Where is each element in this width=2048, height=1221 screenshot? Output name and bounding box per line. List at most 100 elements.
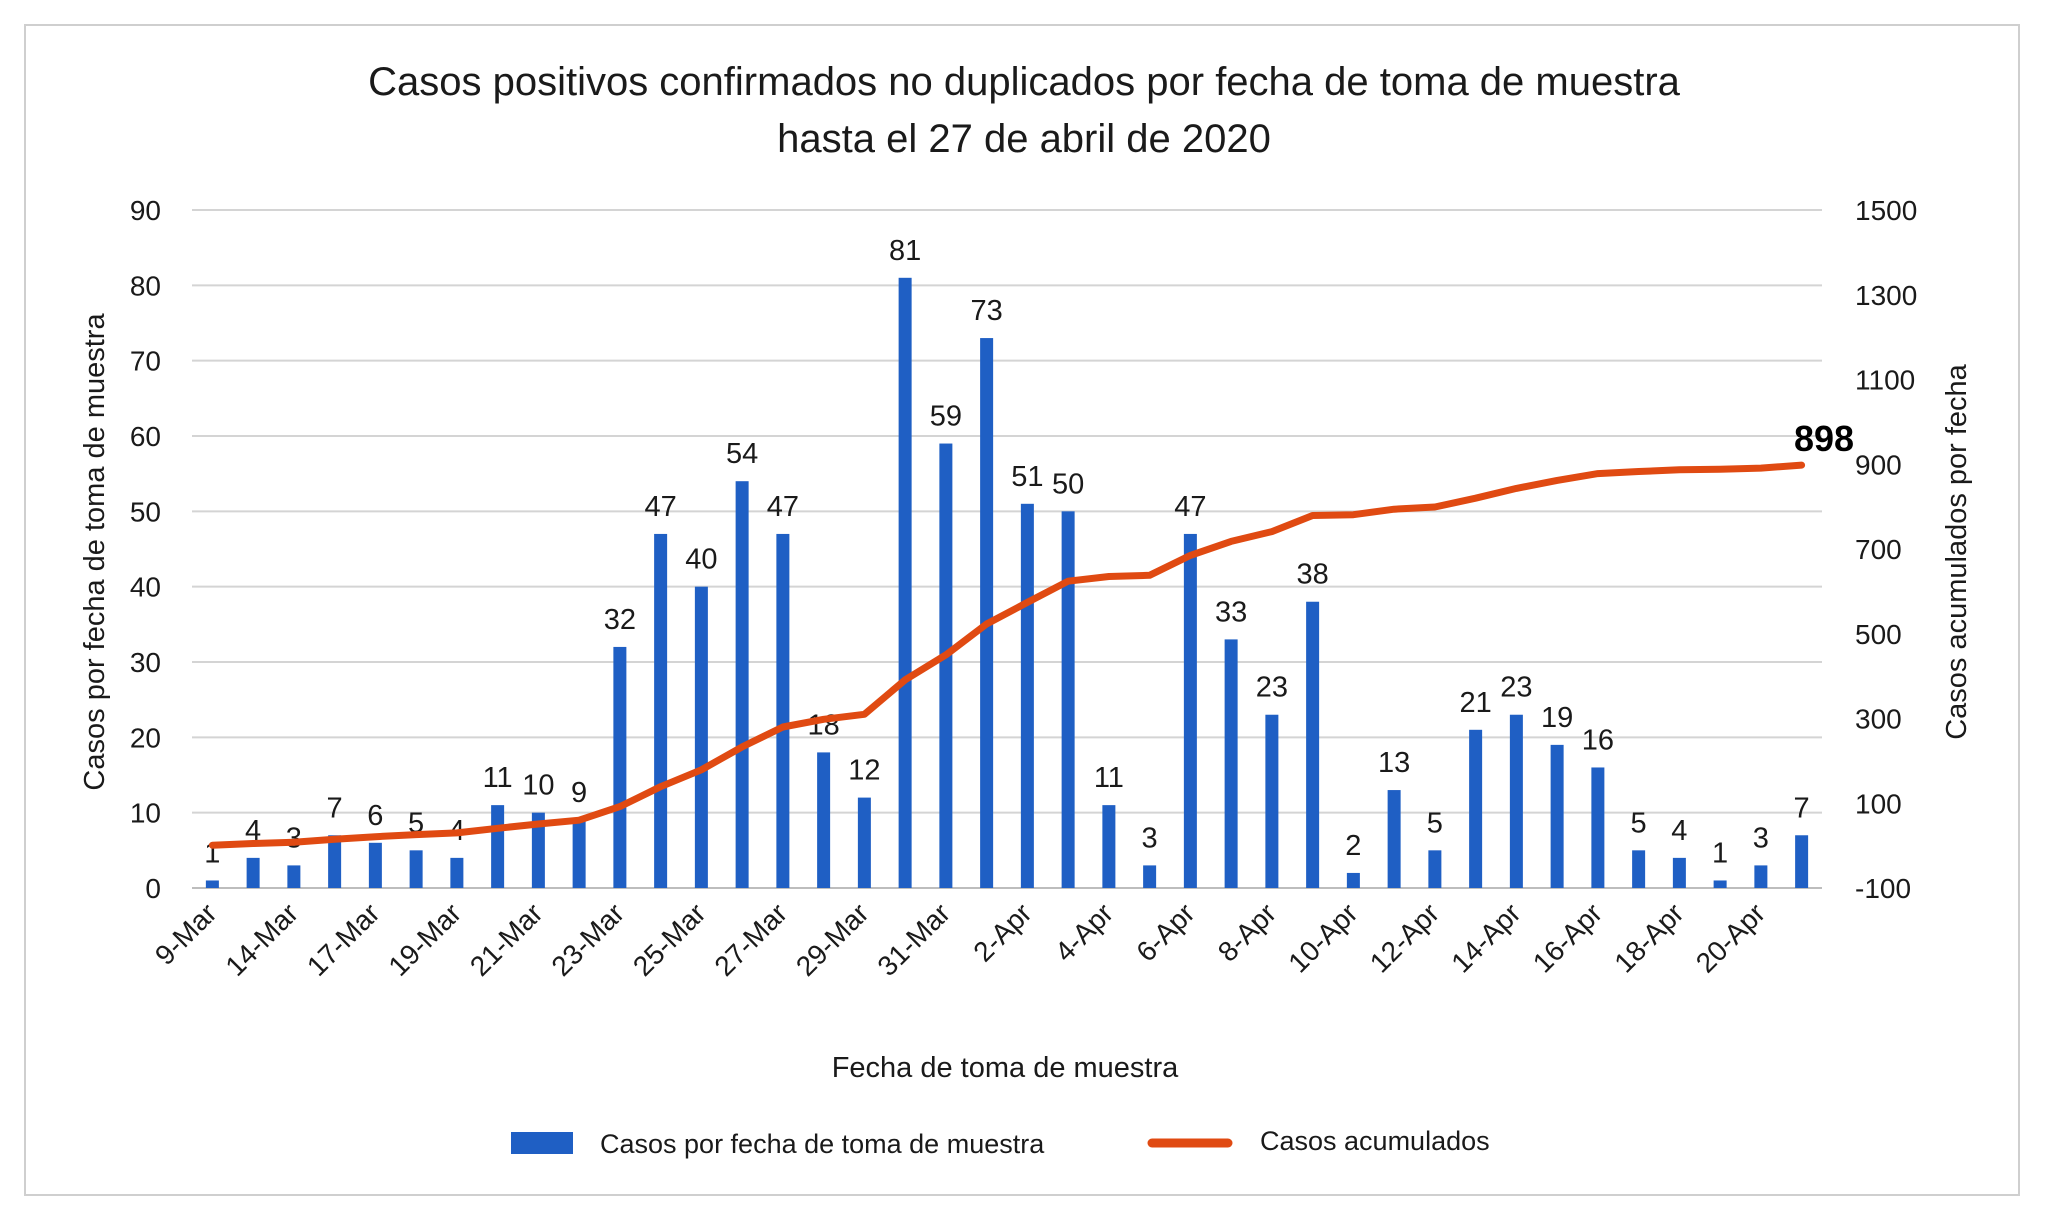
bar-data-label: 50	[1052, 468, 1084, 500]
legend-line-label: Casos acumulados	[1260, 1126, 1490, 1156]
bar	[246, 857, 260, 888]
bar-data-label: 11	[1094, 762, 1124, 794]
bar	[409, 850, 423, 888]
bar	[980, 338, 994, 889]
x-tick-label: 23-Mar	[545, 897, 630, 982]
y-right-tick-label: 1300	[1855, 280, 1917, 311]
y-axis-left-title: Casos por fecha de toma de muestra	[79, 313, 111, 791]
bar	[1672, 857, 1686, 888]
x-tick-label: 9-Mar	[149, 897, 223, 971]
bar-data-label: 16	[1582, 724, 1614, 756]
bar-data-label: 3	[1753, 822, 1769, 854]
bar-data-label: 13	[1378, 747, 1410, 779]
bar-data-label: 47	[1174, 491, 1206, 523]
bar	[613, 646, 627, 888]
bar-data-label: 11	[483, 762, 513, 794]
bar-data-label: 51	[1011, 461, 1043, 493]
bar-data-label: 4	[1671, 815, 1687, 847]
bar	[1387, 790, 1401, 888]
bar	[531, 812, 545, 888]
bar-data-label: 32	[604, 604, 636, 636]
y-left-tick-label: 20	[130, 722, 161, 753]
y-left-tick-label: 10	[130, 798, 161, 829]
x-tick-label: 10-Apr	[1282, 897, 1363, 978]
bar	[1061, 511, 1075, 888]
y-left-tick-label: 70	[130, 346, 161, 377]
bar	[1346, 872, 1360, 888]
bar	[450, 857, 464, 888]
y-right-tick-label: 500	[1855, 619, 1902, 650]
x-tick-label: 31-Mar	[871, 897, 956, 982]
bar	[1469, 729, 1483, 888]
bar	[328, 835, 342, 888]
y-left-tick-label: 80	[130, 270, 161, 301]
y-right-tick-label: 100	[1855, 788, 1902, 819]
legend-bar-label: Casos por fecha de toma de muestra	[600, 1129, 1045, 1159]
bar-data-label: 23	[1256, 672, 1288, 704]
bar	[1265, 714, 1279, 888]
x-tick-label: 8-Apr	[1212, 897, 1282, 967]
x-tick-label: 18-Apr	[1608, 897, 1689, 978]
cumulative-line	[208, 461, 1806, 849]
bar	[654, 533, 668, 888]
y-right-tick-label: 1500	[1855, 195, 1917, 226]
bar	[735, 481, 749, 888]
y-right-tick-label: 1100	[1855, 365, 1915, 396]
gridlines	[192, 209, 1822, 889]
x-tick-label: 12-Apr	[1364, 897, 1445, 978]
bar-data-label: 2	[1345, 830, 1361, 862]
bar	[1632, 850, 1646, 888]
bar	[1550, 744, 1564, 888]
final-total-label: 898	[1794, 418, 1854, 459]
left-y-axis-ticks: 0 10 20 30 40 50 60 70 80 90	[130, 195, 161, 904]
bar-data-label: 38	[1296, 559, 1328, 591]
bar-data-label: 5	[1631, 807, 1647, 839]
bar-data-label: 40	[685, 544, 717, 576]
bar	[1306, 601, 1320, 888]
bar-data-label: 10	[522, 770, 554, 802]
bar-data-label: 5	[1427, 807, 1443, 839]
y-left-tick-label: 30	[130, 647, 161, 678]
x-tick-label: 14-Mar	[219, 897, 304, 982]
bar-series	[205, 277, 1809, 889]
bar	[817, 752, 831, 888]
bar	[1713, 880, 1727, 888]
bar-data-label: 81	[889, 235, 921, 267]
x-tick-label: 21-Mar	[464, 897, 549, 982]
bar	[1591, 767, 1605, 888]
bar	[1020, 503, 1034, 888]
x-tick-label: 4-Apr	[1049, 897, 1119, 967]
bar	[368, 842, 382, 888]
bar-data-label: 3	[286, 822, 302, 854]
bar	[776, 533, 790, 888]
bar	[1428, 850, 1442, 888]
bar-data-label: 12	[848, 755, 880, 787]
bar-data-label: 21	[1459, 687, 1491, 719]
bar-data-label: 19	[1541, 702, 1573, 734]
x-axis-ticks: 9-Mar14-Mar17-Mar19-Mar21-Mar23-Mar25-Ma…	[149, 897, 1771, 982]
bar-data-label: 23	[1500, 672, 1532, 704]
chart-subtitle: hasta el 27 de abril de 2020	[777, 117, 1271, 161]
legend-bar-swatch	[511, 1132, 573, 1154]
bar	[1795, 835, 1809, 888]
right-y-axis-ticks: -100 100 300 500 700 900 1100 1300 1500	[1855, 195, 1917, 904]
bar-data-label: 59	[930, 401, 962, 433]
legend: Casos por fecha de toma de muestra Casos…	[511, 1126, 1490, 1159]
bar	[1224, 639, 1238, 888]
x-tick-label: 16-Apr	[1527, 897, 1608, 978]
x-tick-label: 2-Apr	[967, 897, 1037, 967]
x-tick-label: 25-Mar	[627, 897, 712, 982]
y-right-tick-label: 900	[1855, 449, 1902, 480]
bar	[898, 277, 912, 888]
bar	[205, 880, 219, 888]
bar-data-label: 73	[970, 295, 1002, 327]
bar	[1183, 533, 1197, 888]
x-axis-title: Fecha de toma de muestra	[832, 1052, 1179, 1084]
bar-data-label: 9	[571, 777, 587, 809]
bar-data-label: 33	[1215, 596, 1247, 628]
y-left-tick-label: 90	[130, 195, 161, 226]
bar-data-label: 7	[1794, 792, 1810, 824]
bar-data-label: 6	[367, 800, 383, 832]
bar	[287, 865, 301, 888]
